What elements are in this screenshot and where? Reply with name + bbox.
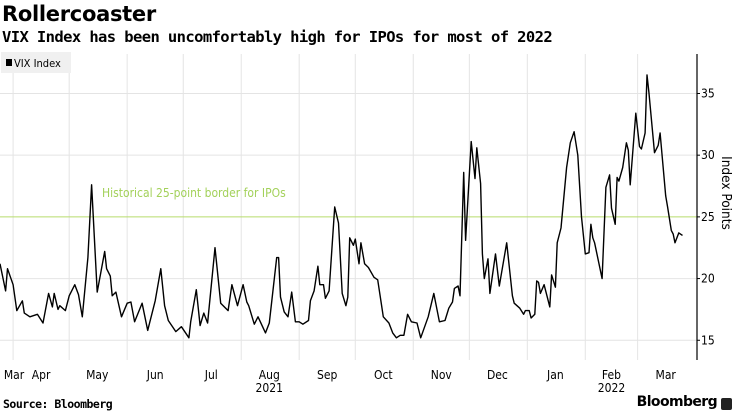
legend-label: VIX Index	[14, 57, 61, 70]
threshold-layer: Historical 25-point border for IPOs	[0, 186, 697, 218]
x-tick-label: Feb	[602, 368, 621, 382]
chart-subtitle: VIX Index has been uncomfortably high fo…	[2, 28, 553, 46]
y-axis-label: Index Points	[718, 156, 734, 230]
x-tick-label: Mar	[4, 368, 25, 382]
source-note: Source: Bloomberg	[3, 397, 113, 411]
x-year-label: 2022	[598, 381, 625, 395]
y-tick-label: 15	[701, 333, 715, 347]
legend-swatch	[6, 59, 12, 66]
bloomberg-terminal-icon	[721, 398, 732, 410]
vix-series-line	[0, 74, 683, 339]
x-tick-label: Aug	[259, 368, 280, 382]
x-tick-label: Jun	[146, 368, 164, 382]
x-tick-label: May	[86, 368, 109, 382]
x-tick-label: Jul	[204, 368, 218, 382]
legend: VIX Index	[1, 52, 71, 73]
x-tick-label: Jan	[546, 368, 564, 382]
legend-box	[1, 52, 71, 73]
threshold-annotation: Historical 25-point border for IPOs	[102, 186, 286, 200]
x-tick-label: Oct	[374, 368, 393, 382]
x-tick-label: Mar	[656, 368, 677, 382]
x-tick-label: Nov	[431, 368, 453, 382]
gridlines	[0, 54, 697, 360]
series-layer	[0, 74, 683, 339]
x-year-label: 2021	[256, 381, 283, 395]
x-tick-label: Sep	[317, 368, 338, 382]
chart-title: Rollercoaster	[2, 2, 156, 26]
y-tick-label: 25	[701, 210, 715, 224]
y-tick-label: 30	[701, 148, 715, 162]
brand-logo-text: Bloomberg	[636, 394, 718, 410]
y-tick-label: 35	[701, 86, 715, 100]
x-tick-label: Apr	[32, 368, 51, 382]
axes-layer: 15 20 25 30 35 Index Points Mar Apr May Jun Jul Aug…	[4, 54, 734, 395]
y-tick-label: 20	[701, 272, 715, 286]
x-tick-label: Dec	[487, 368, 508, 382]
